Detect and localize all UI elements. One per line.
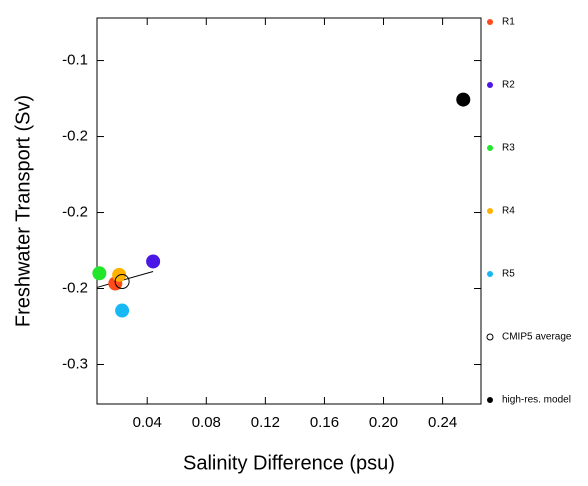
y-tick-label: -0.2 (62, 128, 88, 145)
x-tick-label: 0.04 (133, 414, 162, 431)
x-tick-label: 0.16 (310, 414, 339, 431)
y-tick-label: -0.2 (62, 203, 88, 220)
legend-label: R1 (502, 17, 515, 28)
legend-marker (487, 145, 493, 151)
legend-marker (487, 271, 493, 277)
x-tick-label: 0.20 (369, 414, 398, 431)
legend-label: high-res. model (502, 395, 571, 406)
x-tick-label: 0.24 (428, 414, 457, 431)
y-axis-title: Freshwater Transport (Sv) (12, 95, 34, 327)
y-tick-label: -0.3 (62, 355, 88, 372)
legend-label: R3 (502, 143, 515, 154)
legend-marker (487, 19, 493, 25)
legend-marker (486, 333, 494, 341)
data-point (456, 92, 471, 107)
plot-frame (96, 17, 482, 405)
y-tick-label: -0.1 (62, 52, 88, 69)
data-point (115, 303, 130, 318)
data-point (114, 274, 130, 290)
x-tick-label: 0.12 (251, 414, 280, 431)
fit-line (96, 271, 154, 288)
y-tick-label: -0.2 (62, 279, 88, 296)
legend-label: CMIP5 average (502, 332, 572, 343)
data-point (146, 254, 161, 269)
legend-marker (487, 208, 493, 214)
legend-marker (487, 82, 493, 88)
legend-label: R5 (502, 269, 515, 280)
legend-label: R4 (502, 206, 515, 217)
x-tick-label: 0.08 (192, 414, 221, 431)
legend-marker (487, 397, 493, 403)
x-axis-title: Salinity Difference (psu) (183, 452, 395, 474)
legend-label: R2 (502, 80, 515, 91)
data-point (92, 266, 107, 281)
